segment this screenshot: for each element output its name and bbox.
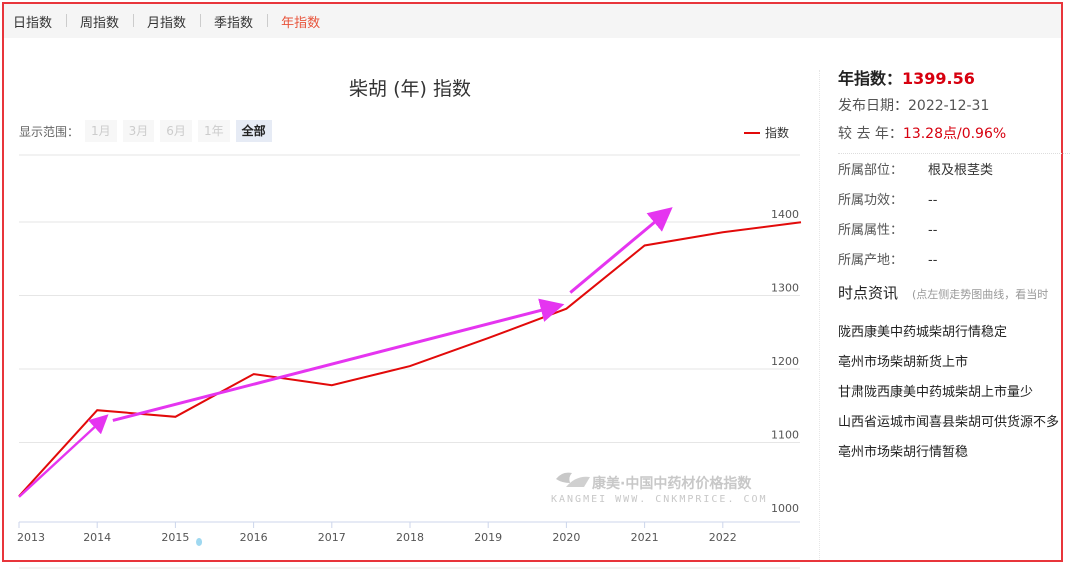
highlight-frame [2, 2, 1063, 562]
range-1-month-button[interactable]: 1月 [85, 120, 117, 142]
attr-row-part: 所属部位： 根及根茎类 [838, 156, 1066, 186]
attr-key: 所属功效： [838, 193, 904, 208]
range-6-month-button[interactable]: 6月 [160, 120, 192, 142]
publish-date-row: 发布日期：2022-12-31 [838, 92, 1066, 120]
tab-weekly[interactable]: 周指数 [66, 12, 133, 31]
year-index-row: 年指数：1399.56 [838, 66, 1066, 92]
y-tick-label: 1100 [771, 429, 799, 442]
x-tick-label: 2014 [83, 531, 111, 544]
range-all-button[interactable]: 全部 [235, 120, 272, 142]
tab-daily[interactable]: 日指数 [13, 15, 53, 31]
publish-date-value: 2022-12-31 [908, 98, 990, 114]
x-tick-label: 2017 [318, 531, 346, 544]
x-tick-label: 2015 [161, 531, 189, 544]
x-tick-label: 2022 [709, 531, 737, 544]
chart-legend[interactable]: 指数 [744, 124, 789, 141]
news-hint: (点左侧走势图曲线，看当时 [912, 288, 1049, 301]
vertical-divider [819, 70, 820, 560]
tab-yearly[interactable]: 年指数 [267, 12, 334, 31]
x-axis-ticks: 2013 2014 2015 2016 2017 2018 2019 2020 2021 2022 [17, 522, 737, 544]
attr-value: -- [928, 223, 938, 238]
tab-monthly[interactable]: 月指数 [133, 12, 200, 31]
index-tabbar: 日指数 周指数 月指数 季指数 年指数 [4, 4, 1061, 38]
news-item[interactable]: 陇西康美中药城柴胡行情稳定 [838, 325, 1008, 340]
attr-value: 根及根茎类 [928, 163, 994, 178]
range-label: 显示范围： [19, 124, 80, 139]
chart-gridlines [19, 154, 800, 443]
attr-row-property: 所属属性： -- [838, 216, 1066, 246]
annotation-arrows [18, 207, 673, 498]
legend-line-swatch [744, 131, 760, 134]
tab-quarterly[interactable]: 季指数 [200, 12, 267, 31]
range-selector: 显示范围： 1月 3月 6月 1年 全部 [19, 120, 278, 142]
news-header: 时点资讯 (点左侧走势图曲线，看当时 [838, 282, 1066, 308]
y-tick-label: 1300 [771, 282, 799, 295]
attr-value: -- [928, 193, 938, 208]
navigator-handle[interactable] [196, 538, 203, 546]
chart-title: 柴胡 (年) 指数 [349, 78, 471, 100]
range-1-year-button[interactable]: 1年 [197, 120, 230, 142]
divider [838, 153, 1071, 154]
info-panel: 年指数：1399.56 发布日期：2022-12-31 较 去 年：13.28点… [838, 66, 1071, 468]
news-title: 时点资讯 [838, 284, 899, 302]
x-tick-label: 2019 [474, 531, 502, 544]
annotation-arrow [18, 414, 109, 498]
news-list: 陇西康美中药城柴胡行情稳定 亳州市场柴胡新货上市 甘肃陇西康美中药城柴胡上市量少… [838, 318, 1066, 468]
news-item[interactable]: 亳州市场柴胡新货上市 [838, 355, 969, 370]
watermark-sub: KANGMEI WWW. CNKMPRICE. COM [551, 494, 768, 505]
legend-label: 指数 [765, 126, 790, 140]
x-tick-label: 2018 [396, 531, 424, 544]
x-tick-label: 2013 [17, 531, 45, 544]
y-tick-label: 1400 [771, 208, 799, 221]
attr-key: 所属部位： [838, 163, 904, 178]
year-index-value: 1399.56 [902, 69, 975, 88]
index-series-line[interactable] [18, 221, 802, 497]
annotation-arrow [569, 207, 673, 294]
y-tick-label: 1000 [771, 502, 799, 515]
y-tick-label: 1200 [771, 355, 799, 368]
change-row: 较 去 年：13.28点/0.96% [838, 120, 1066, 148]
news-item[interactable]: 山西省运城市闻喜县柴胡可供货源不多 [838, 415, 1060, 430]
change-label: 较 去 年： [838, 126, 903, 142]
year-index-label: 年指数： [838, 69, 903, 88]
news-item[interactable]: 亳州市场柴胡行情暂稳 [838, 445, 969, 460]
watermark-brand: 康美·中国中药材价格指数 [592, 475, 752, 492]
attr-row-origin: 所属产地： -- [838, 246, 1066, 276]
annotation-arrow [112, 298, 565, 422]
x-tick-label: 2021 [631, 531, 659, 544]
x-tick-label: 2016 [240, 531, 268, 544]
y-axis-ticks: 1000 1100 1200 1300 1400 [771, 208, 799, 515]
publish-date-label: 发布日期： [838, 98, 908, 114]
range-3-month-button[interactable]: 3月 [122, 120, 155, 142]
x-tick-label: 2020 [552, 531, 580, 544]
attr-value: -- [928, 253, 938, 268]
watermark-logo: 康美·中国中药材价格指数 KANGMEI WWW. CNKMPRICE. COM [551, 472, 768, 505]
change-value: 13.28点/0.96% [902, 126, 1007, 142]
attr-key: 所属产地： [838, 253, 904, 268]
attr-key: 所属属性： [838, 223, 904, 238]
attr-row-efficacy: 所属功效： -- [838, 186, 1066, 216]
news-item[interactable]: 甘肃陇西康美中药城柴胡上市量少 [838, 385, 1034, 400]
